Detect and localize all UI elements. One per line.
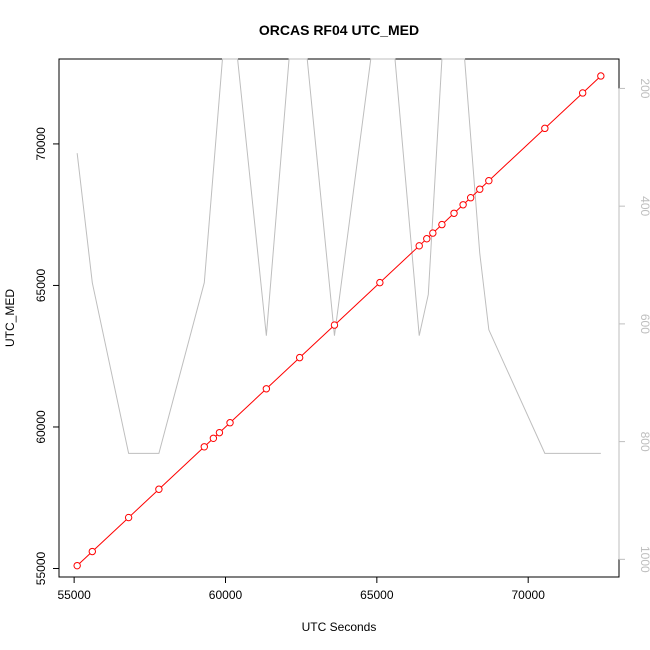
y2-tick-label: 800 [638,432,650,452]
data-point [541,124,549,133]
data-point [200,443,208,451]
data-point [429,229,437,237]
x-tick-label: 60000 [209,588,243,602]
x-tick-label: 65000 [360,588,394,602]
data-point [262,385,271,393]
data-point [295,353,304,362]
data-point [88,547,96,556]
data-point [209,434,218,443]
series-1-line [76,58,601,454]
plot-frame [58,58,620,578]
data-point [476,185,484,193]
series-0-line [76,75,602,567]
chart-title: ORCAS RF04 UTC_MED [259,22,419,38]
data-point [450,209,458,217]
y2-axis: 200 400 600 800 1000 [618,78,650,573]
data-point [578,89,587,97]
data-point [215,428,224,437]
data-point [466,193,475,202]
data-point [438,220,446,229]
y2-tick-label: 200 [638,78,650,98]
data-point [423,235,431,243]
x-tick-label: 55000 [57,588,91,602]
y2-tick-label: 400 [638,196,650,216]
y-tick-label: 60000 [34,410,48,444]
y2-tick-label: 600 [638,314,650,334]
right-axis-series [76,58,601,454]
data-point [376,278,384,287]
y2-tick-label: 1000 [638,546,650,573]
data-point [459,201,467,209]
data-point [124,513,133,522]
y-tick-label: 65000 [34,268,48,302]
y-tick-label: 55000 [34,552,48,586]
y-axis-label: UTC_MED [3,289,17,347]
data-point [226,419,234,427]
data-point [415,242,423,250]
y-axis: 55000 60000 65000 70000 [34,127,60,586]
data-point [330,321,339,329]
data-point [597,72,605,80]
x-axis: 55000 60000 65000 70000 [57,576,546,602]
data-point [73,561,81,570]
data-point [485,177,493,185]
data-point [155,485,163,493]
left-axis-series [73,72,605,570]
x-tick-label: 70000 [512,588,546,602]
x-axis-label: UTC Seconds [302,620,377,634]
y-tick-label: 70000 [34,127,48,161]
